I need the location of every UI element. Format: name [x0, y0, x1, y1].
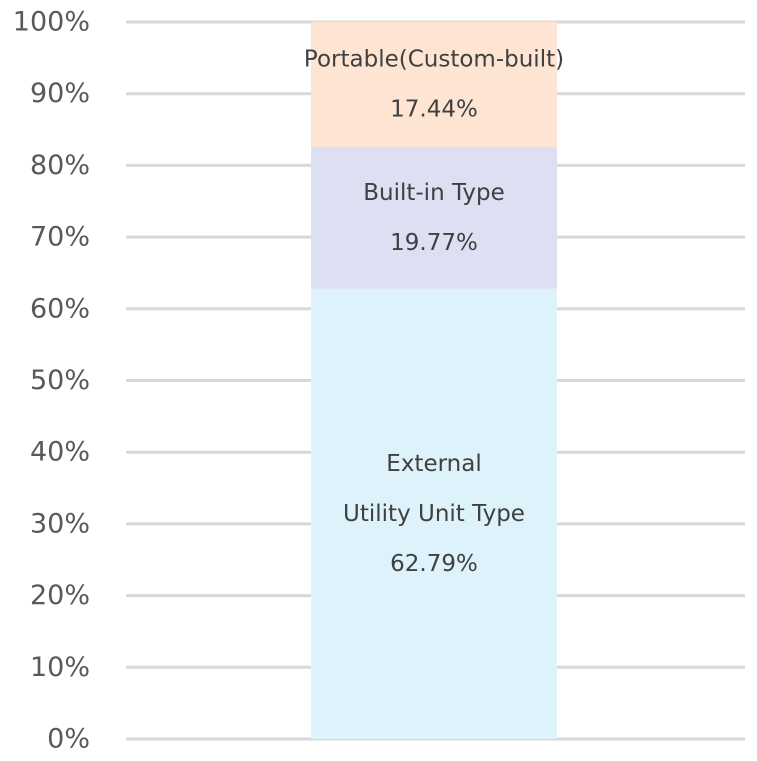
y-tick-label: 10%: [30, 652, 90, 683]
y-axis-tick-labels: 0% 10% 20% 30% 40% 50% 60% 70% 80% 90% 100%: [13, 7, 90, 755]
y-tick-label: 30%: [30, 508, 90, 539]
y-tick-label: 40%: [30, 437, 90, 468]
bar-segment: [311, 288, 557, 739]
y-tick-label: 70%: [30, 222, 90, 253]
segment-label: External: [386, 451, 481, 477]
y-tick-label: 90%: [30, 78, 90, 109]
bar-segment: [311, 147, 557, 289]
segment-label: 62.79%: [390, 551, 478, 577]
y-tick-label: 20%: [30, 580, 90, 611]
segment-labels: External Utility Unit Type 62.79% Built-in …: [304, 47, 564, 577]
y-tick-label: 60%: [30, 293, 90, 324]
bar-segment: [311, 22, 557, 148]
segment-label: Utility Unit Type: [343, 501, 525, 527]
segment-label: 17.44%: [390, 97, 478, 123]
segment-label: Built-in Type: [363, 180, 505, 206]
y-tick-label: 50%: [30, 365, 90, 396]
y-tick-label: 0%: [47, 724, 90, 755]
y-tick-label: 100%: [13, 7, 90, 38]
segment-label: Portable(Custom-built): [304, 47, 564, 73]
bar-segments: [311, 22, 557, 739]
y-tick-label: 80%: [30, 150, 90, 181]
segment-label: 19.77%: [390, 230, 478, 256]
